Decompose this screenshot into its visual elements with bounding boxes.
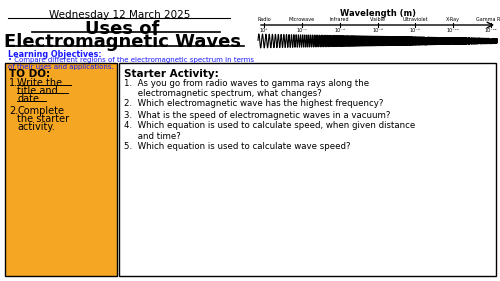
Text: 10⁻⁶: 10⁻⁶ [372,28,383,33]
Text: Microwave: Microwave [289,17,315,22]
Text: Learning Objectives:: Learning Objectives: [8,50,102,59]
Text: • Compare different regions of the electromagnetic spectrum in terms
of their us: • Compare different regions of the elect… [8,57,254,70]
Text: 1.: 1. [9,78,18,88]
Text: Ultraviolet: Ultraviolet [402,17,428,22]
Text: Write the: Write the [17,78,62,88]
FancyBboxPatch shape [119,63,496,276]
Text: Complete: Complete [17,106,64,116]
Text: 1.  As you go from radio waves to gamma rays along the
     electromagnetic spec: 1. As you go from radio waves to gamma r… [124,79,369,98]
Text: Wednesday 12 March 2025: Wednesday 12 March 2025 [50,10,190,20]
Text: 10⁻⁵: 10⁻⁵ [334,28,345,33]
Text: 3.  What is the speed of electromagnetic waves in a vacuum?: 3. What is the speed of electromagnetic … [124,110,390,119]
Text: Gamma Ray: Gamma Ray [476,17,500,22]
Text: Wavelength (m): Wavelength (m) [340,9,415,18]
Text: 10³: 10³ [260,28,268,33]
Text: 2.  Which electromagnetic wave has the highest frequency?: 2. Which electromagnetic wave has the hi… [124,99,384,108]
Text: Starter Activity:: Starter Activity: [124,69,219,79]
Text: title and: title and [17,86,58,96]
Text: 10⁻¹: 10⁻¹ [296,28,307,33]
Text: activity.: activity. [17,122,55,132]
Text: 5.  Which equation is used to calculate wave speed?: 5. Which equation is used to calculate w… [124,142,350,151]
Text: the starter: the starter [17,114,69,124]
Text: 4.  Which equation is used to calculate speed, when given distance
     and time: 4. Which equation is used to calculate s… [124,121,415,141]
Text: Uses of: Uses of [85,20,159,38]
Text: 10⁻⁸: 10⁻⁸ [410,28,421,33]
Text: 2.: 2. [9,106,18,116]
Text: 10⁻¹⁰: 10⁻¹⁰ [447,28,460,33]
Text: Infrared: Infrared [330,17,349,22]
Text: Visible: Visible [370,17,386,22]
Text: X-Ray: X-Ray [446,17,460,22]
Text: date.: date. [17,94,42,104]
Text: 10⁻¹²: 10⁻¹² [484,28,498,33]
Text: Radio: Radio [257,17,271,22]
Text: TO DO:: TO DO: [9,69,50,79]
Text: Electromagnetic Waves: Electromagnetic Waves [4,33,240,51]
FancyBboxPatch shape [5,63,117,276]
